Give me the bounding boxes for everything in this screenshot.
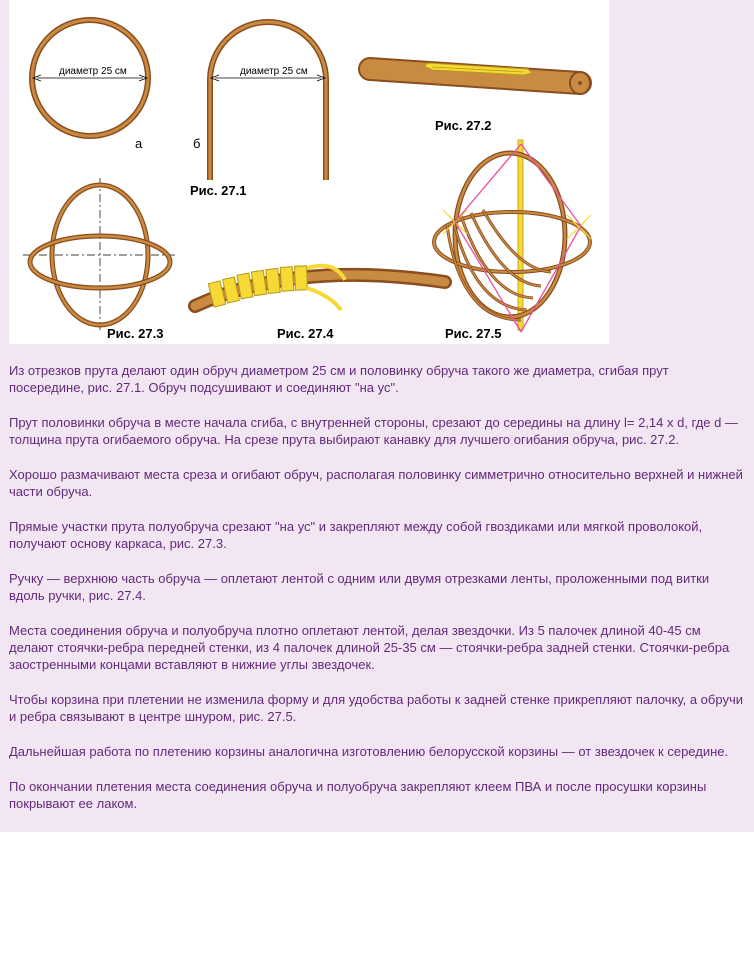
paragraph-8: Дальнейшая работа по плетению корзины ан… (9, 743, 745, 760)
page-container: диаметр 25 см а диаметр 25 см б Рис. 27.… (0, 0, 754, 832)
fig-27-2: Рис. 27.2 (359, 58, 591, 133)
paragraph-6: Места соединения обруча и полуобруча пло… (9, 622, 745, 673)
caption-27-3: Рис. 27.3 (107, 326, 163, 340)
caption-27-5: Рис. 27.5 (445, 326, 501, 340)
fig-27-5: Рис. 27.5 (434, 140, 591, 340)
paragraph-5: Ручку — верхнюю часть обруча — оплетают … (9, 570, 745, 604)
paragraph-2: Прут половинки обруча в месте начала сги… (9, 414, 745, 448)
fig-27-1-a: диаметр 25 см а (32, 20, 148, 151)
caption-27-1: Рис. 27.1 (190, 183, 246, 198)
paragraph-4: Прямые участки прута полуобруча срезают … (9, 518, 745, 552)
basket-diagram: диаметр 25 см а диаметр 25 см б Рис. 27.… (15, 10, 605, 340)
letter-a: а (135, 136, 143, 151)
paragraph-1: Из отрезков прута делают один обруч диам… (9, 362, 745, 396)
fig-27-1-b: диаметр 25 см б Рис. 27.1 (190, 22, 326, 198)
letter-b: б (193, 136, 200, 151)
caption-27-4: Рис. 27.4 (277, 326, 334, 340)
fig-27-4: Рис. 27.4 (195, 266, 445, 340)
caption-27-2: Рис. 27.2 (435, 118, 491, 133)
diam-label-a: диаметр 25 см (59, 66, 127, 77)
paragraph-9: По окончании плетения места соединения о… (9, 778, 745, 812)
paragraph-7: Чтобы корзина при плетении не изменила ф… (9, 691, 745, 725)
fig-27-3: Рис. 27.3 (23, 178, 177, 340)
diagram-container: диаметр 25 см а диаметр 25 см б Рис. 27.… (9, 0, 609, 344)
paragraph-3: Хорошо размачивают места среза и огибают… (9, 466, 745, 500)
diam-label-b: диаметр 25 см (240, 66, 308, 77)
